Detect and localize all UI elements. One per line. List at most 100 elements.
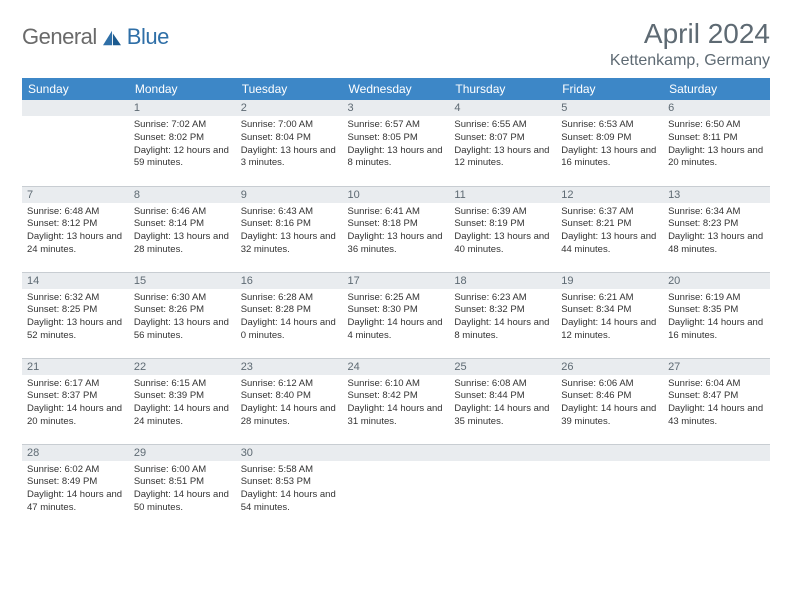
daylight-line: Daylight: 14 hours and 39 minutes. [561,403,658,429]
calendar-cell: 9Sunrise: 6:43 AMSunset: 8:16 PMDaylight… [236,186,343,272]
calendar-row: 21Sunrise: 6:17 AMSunset: 8:37 PMDayligh… [22,358,770,444]
sunset-line: Sunset: 8:05 PM [348,132,445,145]
day-details: Sunrise: 6:08 AMSunset: 8:44 PMDaylight:… [449,375,556,433]
title-block: April 2024 Kettenkamp, Germany [610,18,770,70]
sunrise-line: Sunrise: 6:17 AM [27,378,124,391]
day-number: 26 [556,359,663,375]
day-number-empty [663,445,770,461]
sunset-line: Sunset: 8:04 PM [241,132,338,145]
sunset-line: Sunset: 8:21 PM [561,218,658,231]
month-title: April 2024 [610,18,770,50]
day-details: Sunrise: 7:00 AMSunset: 8:04 PMDaylight:… [236,116,343,174]
day-number: 29 [129,445,236,461]
sunset-line: Sunset: 8:51 PM [134,476,231,489]
day-details: Sunrise: 6:32 AMSunset: 8:25 PMDaylight:… [22,289,129,347]
day-number: 20 [663,273,770,289]
day-details: Sunrise: 6:17 AMSunset: 8:37 PMDaylight:… [22,375,129,433]
sunset-line: Sunset: 8:35 PM [668,304,765,317]
calendar-cell: 16Sunrise: 6:28 AMSunset: 8:28 PMDayligh… [236,272,343,358]
day-number: 27 [663,359,770,375]
day-details: Sunrise: 6:39 AMSunset: 8:19 PMDaylight:… [449,203,556,261]
day-number: 22 [129,359,236,375]
sunset-line: Sunset: 8:18 PM [348,218,445,231]
day-number: 4 [449,100,556,116]
calendar-cell: 17Sunrise: 6:25 AMSunset: 8:30 PMDayligh… [343,272,450,358]
daylight-line: Daylight: 14 hours and 54 minutes. [241,489,338,515]
sunrise-line: Sunrise: 7:00 AM [241,119,338,132]
day-number-empty [449,445,556,461]
calendar-cell [449,444,556,530]
day-details: Sunrise: 6:06 AMSunset: 8:46 PMDaylight:… [556,375,663,433]
sunrise-line: Sunrise: 6:15 AM [134,378,231,391]
calendar-cell: 27Sunrise: 6:04 AMSunset: 8:47 PMDayligh… [663,358,770,444]
day-number: 2 [236,100,343,116]
calendar-table: Sunday Monday Tuesday Wednesday Thursday… [22,78,770,530]
calendar-cell [556,444,663,530]
sunset-line: Sunset: 8:07 PM [454,132,551,145]
day-number: 7 [22,187,129,203]
sunset-line: Sunset: 8:46 PM [561,390,658,403]
daylight-line: Daylight: 13 hours and 36 minutes. [348,231,445,257]
calendar-cell: 24Sunrise: 6:10 AMSunset: 8:42 PMDayligh… [343,358,450,444]
calendar-cell: 8Sunrise: 6:46 AMSunset: 8:14 PMDaylight… [129,186,236,272]
calendar-cell: 12Sunrise: 6:37 AMSunset: 8:21 PMDayligh… [556,186,663,272]
location: Kettenkamp, Germany [610,52,770,70]
day-number: 6 [663,100,770,116]
day-details: Sunrise: 6:12 AMSunset: 8:40 PMDaylight:… [236,375,343,433]
sunset-line: Sunset: 8:47 PM [668,390,765,403]
calendar-cell: 23Sunrise: 6:12 AMSunset: 8:40 PMDayligh… [236,358,343,444]
header: General Blue April 2024 Kettenkamp, Germ… [22,18,770,70]
daylight-line: Daylight: 14 hours and 0 minutes. [241,317,338,343]
calendar-cell: 6 Sunrise: 6:50 AMSunset: 8:11 PMDaylight… [663,100,770,186]
sunrise-line: Sunrise: 6:25 AM [348,292,445,305]
sunset-line: Sunset: 8:32 PM [454,304,551,317]
weekday-header: Wednesday [343,78,450,100]
daylight-line: Daylight: 14 hours and 43 minutes. [668,403,765,429]
daylight-line: Daylight: 13 hours and 12 minutes. [454,145,551,171]
day-details: Sunrise: 6:23 AMSunset: 8:32 PMDaylight:… [449,289,556,347]
calendar-cell: 25Sunrise: 6:08 AMSunset: 8:44 PMDayligh… [449,358,556,444]
sail-icon [101,29,123,47]
day-details: Sunrise: 6:04 AMSunset: 8:47 PMDaylight:… [663,375,770,433]
weekday-header: Saturday [663,78,770,100]
weekday-header-row: Sunday Monday Tuesday Wednesday Thursday… [22,78,770,100]
daylight-line: Daylight: 14 hours and 50 minutes. [134,489,231,515]
daylight-line: Daylight: 13 hours and 3 minutes. [241,145,338,171]
sunrise-line: Sunrise: 6:50 AM [668,119,765,132]
daylight-line: Daylight: 14 hours and 4 minutes. [348,317,445,343]
day-details: Sunrise: 6:30 AMSunset: 8:26 PMDaylight:… [129,289,236,347]
day-number: 19 [556,273,663,289]
day-number: 14 [22,273,129,289]
sunset-line: Sunset: 8:37 PM [27,390,124,403]
daylight-line: Daylight: 13 hours and 24 minutes. [27,231,124,257]
day-details: Sunrise: 6:28 AMSunset: 8:28 PMDaylight:… [236,289,343,347]
day-details: Sunrise: 6:10 AMSunset: 8:42 PMDaylight:… [343,375,450,433]
calendar-cell: 28Sunrise: 6:02 AMSunset: 8:49 PMDayligh… [22,444,129,530]
sunrise-line: Sunrise: 6:21 AM [561,292,658,305]
sunrise-line: Sunrise: 6:04 AM [668,378,765,391]
calendar-cell: 5Sunrise: 6:53 AMSunset: 8:09 PMDaylight… [556,100,663,186]
calendar-row: 28Sunrise: 6:02 AMSunset: 8:49 PMDayligh… [22,444,770,530]
daylight-line: Daylight: 13 hours and 40 minutes. [454,231,551,257]
sunset-line: Sunset: 8:11 PM [668,132,765,145]
sunrise-line: Sunrise: 5:58 AM [241,464,338,477]
sunset-line: Sunset: 8:49 PM [27,476,124,489]
daylight-line: Daylight: 13 hours and 20 minutes. [668,145,765,171]
sunset-line: Sunset: 8:42 PM [348,390,445,403]
daylight-line: Daylight: 14 hours and 47 minutes. [27,489,124,515]
day-number: 15 [129,273,236,289]
sunrise-line: Sunrise: 6:46 AM [134,206,231,219]
day-number: 1 [129,100,236,116]
sunrise-line: Sunrise: 6:53 AM [561,119,658,132]
calendar-cell: 15Sunrise: 6:30 AMSunset: 8:26 PMDayligh… [129,272,236,358]
calendar-cell: 22Sunrise: 6:15 AMSunset: 8:39 PMDayligh… [129,358,236,444]
day-number: 28 [22,445,129,461]
daylight-line: Daylight: 13 hours and 52 minutes. [27,317,124,343]
sunset-line: Sunset: 8:30 PM [348,304,445,317]
day-number: 25 [449,359,556,375]
sunset-line: Sunset: 8:14 PM [134,218,231,231]
daylight-line: Daylight: 14 hours and 16 minutes. [668,317,765,343]
daylight-line: Daylight: 14 hours and 24 minutes. [134,403,231,429]
weekday-header: Monday [129,78,236,100]
calendar-row: 7Sunrise: 6:48 AMSunset: 8:12 PMDaylight… [22,186,770,272]
